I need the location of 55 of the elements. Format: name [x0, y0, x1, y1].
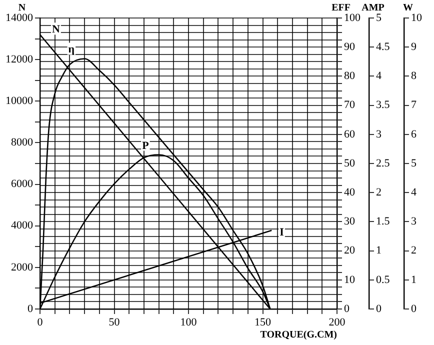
y-axis-title: W — [403, 2, 413, 14]
series-label: I — [280, 226, 284, 238]
y2-tick-label: 30 — [344, 216, 356, 228]
y2-tick-label: 40 — [344, 186, 356, 198]
y-tick-label: 6 — [411, 128, 417, 140]
y3-tick-label: 1.5 — [376, 216, 390, 228]
y-tick-label: 0 — [411, 302, 417, 315]
x-tick-label: 150 — [254, 316, 272, 328]
series-label: N — [52, 24, 60, 36]
y2-axis-title: EFF — [332, 2, 350, 14]
x-axis-title: TORQUE(G.CM) — [260, 330, 337, 341]
series-label: η — [68, 44, 75, 56]
y-tick-label: 2000 — [11, 261, 34, 274]
y-tick-label: 10 — [411, 12, 422, 24]
y3-tick-label: 0 — [376, 302, 382, 315]
y-tick-label: 2 — [411, 244, 416, 257]
y3-tick-label: 3 — [376, 128, 382, 140]
x-tick-label: 200 — [328, 316, 346, 328]
y-tick-label: 3 — [411, 216, 417, 228]
y-tick-label: 12000 — [6, 53, 34, 66]
y-tick-label: 14000 — [6, 12, 34, 24]
y-tick-label: 9 — [411, 40, 417, 53]
x-tick-label: 50 — [108, 316, 120, 328]
y-tick-label: 7 — [411, 99, 417, 112]
y3-axis-title: AMP — [362, 2, 384, 14]
y2-tick-label: 10 — [344, 274, 356, 286]
y2-tick-label: 80 — [344, 70, 356, 82]
y2-tick-label: 60 — [344, 128, 356, 140]
y3-tick-label: 5 — [376, 12, 382, 24]
y2-tick-label: 70 — [344, 99, 356, 112]
y3-tick-label: 1 — [376, 244, 382, 257]
y2-tick-label: 100 — [344, 12, 361, 24]
x-tick-label: 100 — [180, 316, 198, 328]
y3-tick-label: 4.5 — [376, 40, 390, 53]
y2-tick-label: 0 — [344, 302, 350, 315]
y3-tick-label: 4 — [376, 70, 382, 82]
y-tick-label: 8000 — [11, 136, 34, 149]
y3-tick-label: 2.5 — [376, 157, 390, 170]
x-tick-label: 0 — [37, 316, 44, 328]
series-label: P — [142, 140, 150, 152]
y-tick-label: 6000 — [11, 178, 34, 190]
y3-tick-label: 3.5 — [376, 99, 390, 112]
y-tick-label: 4000 — [11, 220, 34, 232]
y2-tick-label: 90 — [344, 40, 356, 53]
y-tick-label: 5 — [411, 157, 417, 170]
y-tick-label: 4 — [411, 186, 417, 198]
y-tick-label: 8 — [411, 70, 417, 82]
y3-tick-label: 0.5 — [376, 274, 390, 286]
y2-tick-label: 50 — [344, 157, 356, 170]
y-tick-label: 1 — [411, 274, 416, 286]
y2-tick-label: 20 — [344, 244, 356, 257]
y-axis-title: N — [18, 2, 26, 14]
y3-tick-label: 2 — [376, 186, 382, 198]
y-tick-label: 0 — [28, 302, 34, 315]
y-tick-label: 10000 — [6, 95, 34, 108]
